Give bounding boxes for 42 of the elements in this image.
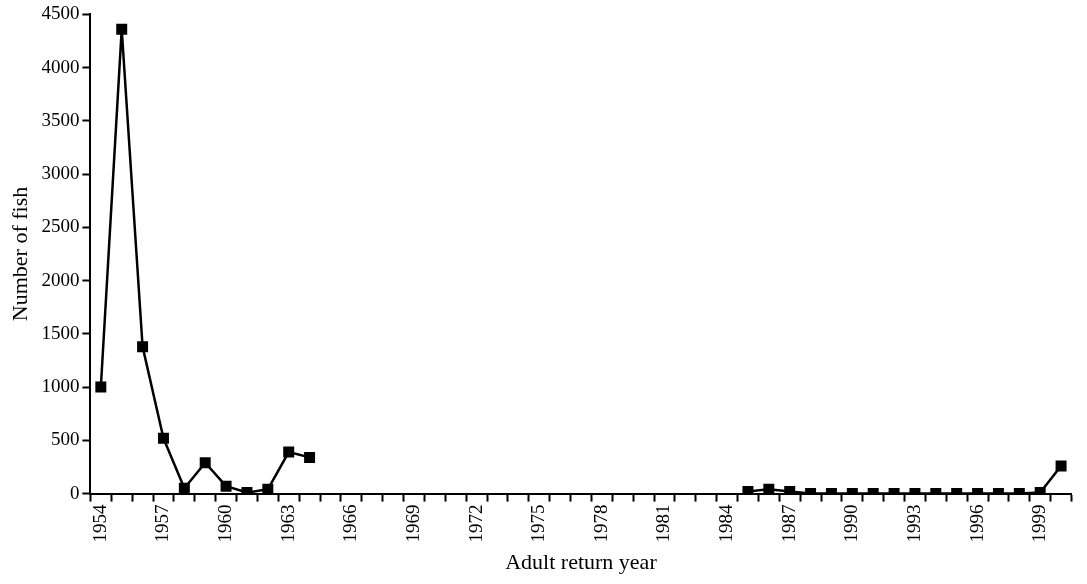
y-tick-label: 3500	[41, 108, 80, 130]
x-tick-label: 1969	[401, 504, 423, 543]
point	[137, 341, 149, 353]
y-tick-label: 2000	[41, 268, 80, 290]
x-tick-label: 1993	[902, 504, 924, 543]
point	[1055, 460, 1067, 472]
point	[199, 457, 211, 469]
x-tick-label: 1957	[151, 504, 173, 543]
x-tick-label: 1990	[840, 504, 862, 543]
point	[262, 483, 274, 494]
x-tick-label: 1966	[339, 504, 361, 543]
point	[116, 23, 128, 35]
y-tick-label: 1500	[41, 321, 80, 343]
y-tick-label: 4000	[41, 55, 80, 77]
x-tick-label: 1981	[652, 504, 674, 543]
x-tick-label: 1978	[589, 504, 611, 543]
point	[157, 432, 169, 444]
point	[283, 446, 295, 458]
x-tick-label: 1960	[214, 504, 236, 543]
y-tick-label: 0	[69, 481, 80, 503]
x-tick-label: 1954	[88, 504, 110, 543]
point	[95, 381, 107, 393]
point	[742, 485, 754, 494]
y-tick-label: 2500	[41, 215, 80, 237]
x-tick-label: 1987	[777, 504, 799, 543]
x-axis-title: Adult return year	[505, 548, 658, 574]
y-tick-label: 4500	[41, 2, 80, 24]
x-tick-label: 1963	[276, 504, 298, 543]
point	[763, 483, 775, 494]
point	[784, 485, 796, 494]
x-tick-label: 1975	[527, 504, 549, 543]
y-tick-label: 500	[50, 428, 80, 450]
y-tick-label: 1000	[41, 375, 80, 397]
point	[178, 482, 190, 494]
x-tick-label: 1999	[1028, 504, 1050, 543]
x-tick-label: 1996	[965, 504, 987, 543]
point	[304, 451, 316, 463]
x-tick-label: 1984	[715, 504, 737, 543]
x-tick-label: 1972	[464, 504, 486, 543]
point	[220, 480, 232, 492]
y-axis-title: Number of fish	[6, 186, 32, 322]
y-tick-label: 3000	[41, 162, 80, 184]
